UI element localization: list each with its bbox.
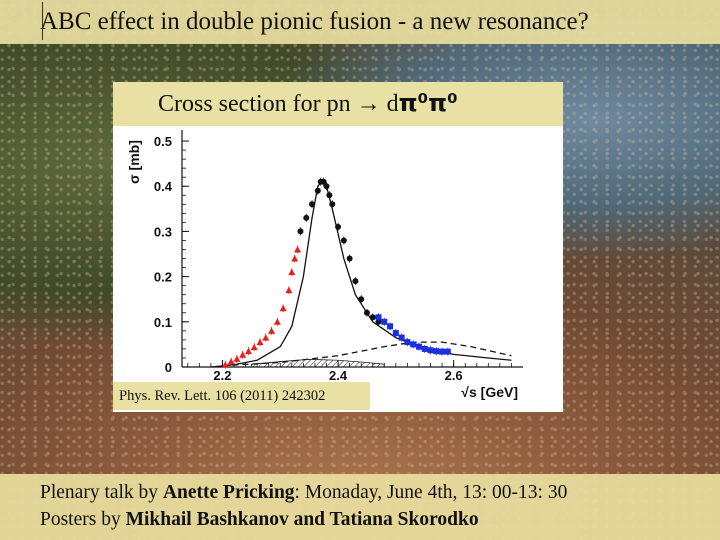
black-data-point xyxy=(323,183,330,190)
chart-title-particles: π⁰π⁰ xyxy=(398,89,458,117)
red-data-point xyxy=(233,355,241,362)
red-data-point xyxy=(285,286,293,294)
chart-title-text: Cross section for pn → d xyxy=(158,91,399,117)
hatched-band xyxy=(250,358,385,368)
dashed-curve xyxy=(222,341,512,367)
chart-panel: Cross section for pn → dπ⁰π⁰ 0 0.1 0.2 0.3 0… xyxy=(113,82,563,412)
y-tick-label: 0.1 xyxy=(154,315,172,330)
blue-data-point xyxy=(387,323,394,330)
black-data-point xyxy=(314,187,321,194)
red-data-point xyxy=(294,246,302,253)
x-axis-title: √s [GeV] xyxy=(461,384,518,400)
blue-data-point xyxy=(433,348,440,355)
red-data-point xyxy=(262,334,270,341)
black-data-point xyxy=(352,278,359,285)
x-tick-label: 2.2 xyxy=(213,368,231,383)
red-data-point xyxy=(250,343,258,351)
poster-authors: Mikhail Bashkanov and Tatiana Skorodko xyxy=(125,509,479,530)
red-data-point xyxy=(239,351,247,358)
posters-line: Posters by Mikhail Bashkanov and Tatiana… xyxy=(40,509,479,531)
reference-label: Phys. Rev. Lett. 106 (2011) 242302 xyxy=(113,382,370,410)
red-data-point xyxy=(288,268,296,276)
blue-data-point xyxy=(381,318,388,325)
title-marker xyxy=(42,2,43,40)
red-data-point xyxy=(291,255,299,262)
black-data-point xyxy=(369,314,376,321)
y-axis-title: σ [mb] xyxy=(126,140,142,184)
plenary-speaker: Anette Pricking xyxy=(162,482,295,503)
black-data-point xyxy=(363,309,370,316)
y-tick-label: 0.2 xyxy=(154,270,172,285)
red-data-point xyxy=(227,358,235,365)
blue-data-point xyxy=(427,347,434,354)
slide-title: ABC effect in double pionic fusion - a n… xyxy=(40,8,589,35)
y-tick-label: 0.3 xyxy=(154,224,172,239)
blue-data-point xyxy=(439,348,446,355)
black-data-point xyxy=(326,192,333,199)
black-data-point xyxy=(309,201,316,208)
red-data-point xyxy=(268,327,276,334)
y-tick-label: 0 xyxy=(165,360,172,375)
blue-data-point xyxy=(421,345,428,352)
cross-section-chart: 0 0.1 0.2 0.3 0.4 0.5 2.2 2.4 2.6 σ [mb] √s [GeV] xyxy=(126,130,523,400)
blue-data-point xyxy=(415,343,422,350)
blue-data-point xyxy=(398,334,405,341)
title-bar: ABC effect in double pionic fusion - a n… xyxy=(0,0,720,44)
black-data-point xyxy=(340,237,347,244)
black-data-point xyxy=(375,318,382,325)
plenary-line: Plenary talk by Anette Pricking: Monaday… xyxy=(40,482,567,504)
footer-bar: Plenary talk by Anette Pricking: Monaday… xyxy=(0,474,720,540)
blue-data-point xyxy=(404,339,411,346)
red-data-point xyxy=(256,338,264,346)
black-data-point xyxy=(320,178,327,185)
chart-title: Cross section for pn → dπ⁰π⁰ xyxy=(158,89,458,118)
blue-data-point xyxy=(410,341,417,348)
y-tick-label: 0.5 xyxy=(154,134,172,149)
blue-data-point xyxy=(444,348,451,355)
chart-heading-band: Cross section for pn → dπ⁰π⁰ xyxy=(113,82,563,126)
blue-data-point xyxy=(375,314,382,321)
posters-prefix: Posters by xyxy=(40,509,126,530)
black-data-point xyxy=(358,296,365,303)
black-data-point xyxy=(346,255,353,262)
solid-curve xyxy=(210,180,512,368)
black-data-point xyxy=(303,214,310,221)
red-data-point xyxy=(279,304,287,312)
plenary-time: : Monaday, June 4th, 13: 00-13: 30 xyxy=(294,482,568,503)
black-data-point xyxy=(297,228,304,235)
black-data-point xyxy=(335,223,342,230)
red-data-point xyxy=(273,318,281,325)
blue-data-point xyxy=(392,330,399,337)
plenary-prefix: Plenary talk by xyxy=(40,482,163,503)
red-data-point xyxy=(244,347,252,355)
x-tick-label: 2.4 xyxy=(329,368,348,383)
x-tick-label: 2.6 xyxy=(445,368,463,383)
y-tick-label: 0.4 xyxy=(154,179,173,194)
black-data-point xyxy=(329,201,336,208)
red-data-point xyxy=(221,361,229,368)
